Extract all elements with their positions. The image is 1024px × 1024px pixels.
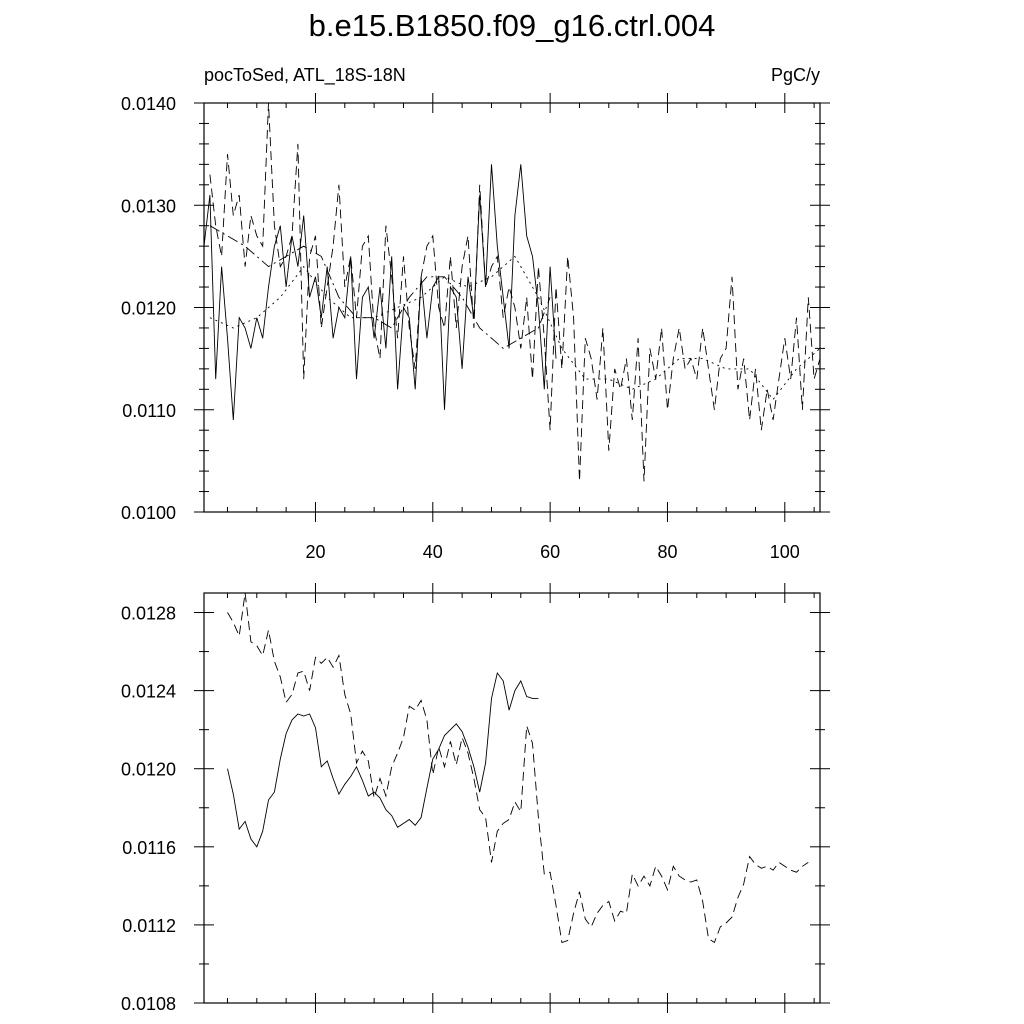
y-tick-label: 0.0140 xyxy=(121,94,176,114)
variable-subtitle: pocToSed, ATL_18S-18N xyxy=(204,65,406,85)
y-tick-label: 0.0116 xyxy=(122,838,176,858)
panel-1: 20 40 60 80 100 0.0100 0.0110 0.0120 0.0130 0.014… xyxy=(121,93,830,562)
y-tick-label: 0.0110 xyxy=(122,401,176,421)
x-tick-label: 20 xyxy=(305,542,325,562)
y-tick-label: 0.0112 xyxy=(122,916,176,936)
x-tick-label: 100 xyxy=(770,542,800,562)
series-line-1-solid xyxy=(203,164,557,421)
series-line-1-solid xyxy=(227,671,539,848)
plot-frame xyxy=(203,592,821,1004)
x-tick-label: 80 xyxy=(657,542,677,562)
panel-2: 0.0108 0.0112 0.0116 0.0120 0.0124 0.0128 xyxy=(121,583,830,1014)
x-tick-label: 40 xyxy=(423,542,443,562)
plot-frame xyxy=(203,102,821,513)
series-line-4-dotted xyxy=(209,255,821,401)
y-tick-label: 0.0130 xyxy=(121,196,176,216)
y-tick-label: 0.0120 xyxy=(121,299,176,319)
chart-title: b.e15.B1850.f09_g16.ctrl.004 xyxy=(308,8,716,43)
units-subtitle: PgC/y xyxy=(770,65,820,85)
y-tick-label: 0.0100 xyxy=(121,503,176,523)
y-tick-label: 0.0108 xyxy=(121,994,176,1014)
y-tick-label: 0.0124 xyxy=(121,682,176,702)
series-line-2-dashed xyxy=(227,592,809,944)
x-tick-label: 60 xyxy=(540,542,560,562)
y-tick-label: 0.0128 xyxy=(121,604,176,624)
series-line-2-dashed xyxy=(209,102,821,482)
series-line-3-dashdot xyxy=(209,225,551,349)
y-tick-label: 0.0120 xyxy=(121,760,176,780)
